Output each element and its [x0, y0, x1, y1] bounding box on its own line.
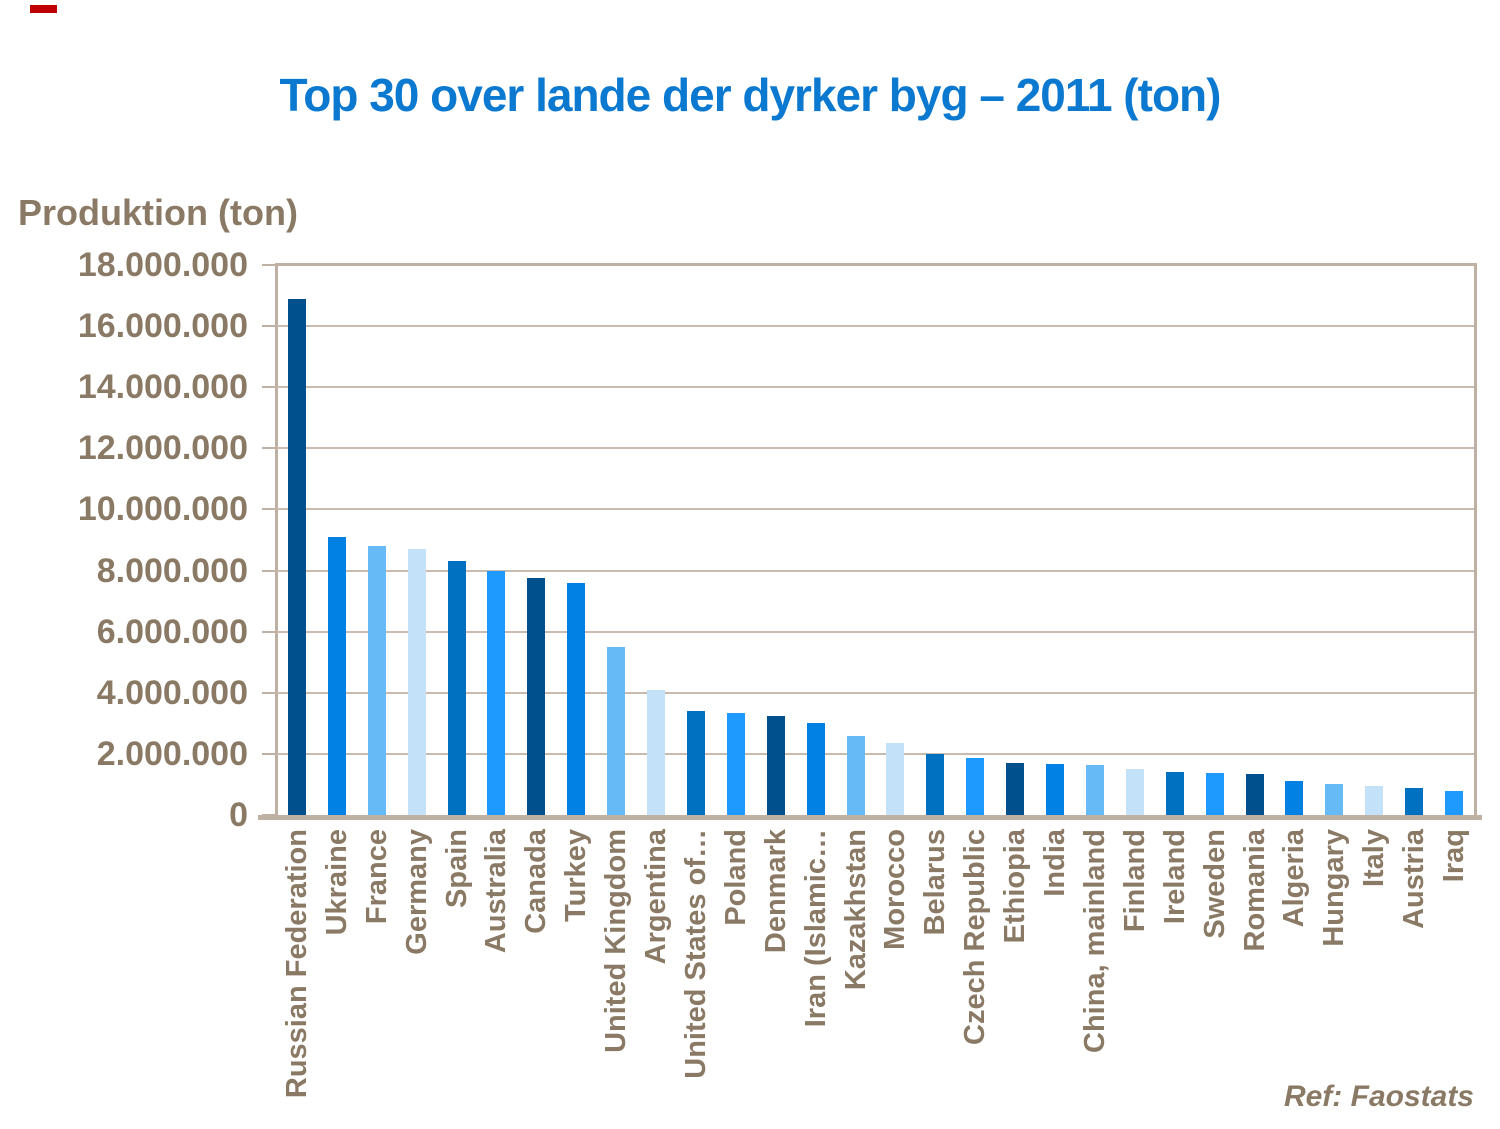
plot-border-right [1474, 263, 1477, 815]
ytick-label: 14.000.000 [77, 368, 248, 407]
bar [1125, 769, 1144, 815]
bar [686, 711, 705, 815]
bar [367, 546, 386, 815]
category-label: Ukraine [320, 829, 353, 936]
category-label: Argentina [640, 829, 673, 965]
category-label: United States of… [679, 829, 712, 1079]
category-label: Kazakhstan [839, 829, 872, 991]
category-label: Denmark [759, 829, 792, 954]
bar [806, 723, 825, 815]
ytick-label: 18.000.000 [77, 246, 248, 284]
plot-border-top [277, 263, 1477, 266]
category-label: Sweden [1198, 829, 1231, 939]
bar [966, 758, 985, 815]
category-label: France [360, 829, 393, 925]
ytick-label: 8.000.000 [96, 551, 248, 590]
x-axis-line [258, 815, 1482, 820]
bar [1285, 781, 1304, 815]
ytick-label: 4.000.000 [96, 673, 248, 712]
bar [726, 713, 745, 815]
y-axis-title: Produktion (ton) [18, 192, 298, 233]
bar [1445, 791, 1464, 815]
chart-title: Top 30 over lande der dyrker byg – 2011 … [279, 69, 1222, 121]
ytick-label: 16.000.000 [77, 307, 248, 346]
gridline [277, 508, 1474, 511]
bar [886, 743, 905, 815]
category-label: Ireland [1158, 829, 1191, 925]
bar [846, 736, 865, 815]
category-label: Poland [719, 829, 752, 926]
bar [287, 299, 306, 815]
bar [567, 583, 586, 815]
bar [1325, 784, 1344, 815]
category-label: Australia [480, 829, 513, 954]
category-label: Turkey [560, 829, 593, 922]
ytick-mark [262, 325, 276, 328]
gridline [277, 752, 1474, 755]
category-label: Morocco [879, 829, 912, 950]
reference-note: Ref: Faostats [1283, 1080, 1474, 1113]
ytick-label: 6.000.000 [96, 612, 248, 651]
ytick-mark [262, 691, 276, 694]
ytick-mark [262, 569, 276, 572]
ytick-mark [262, 386, 276, 389]
bar [1245, 774, 1264, 815]
ytick-mark [262, 447, 276, 450]
bar [926, 754, 945, 815]
gridline [277, 691, 1474, 694]
red-dash-mark [30, 5, 57, 13]
gridline [277, 325, 1474, 328]
ytick-mark [262, 508, 276, 511]
category-label: Canada [520, 829, 553, 934]
bar [487, 571, 506, 815]
category-label: Finland [1118, 829, 1151, 933]
category-label: Spain [440, 829, 473, 908]
bar [1405, 788, 1424, 815]
ytick-mark [262, 264, 276, 266]
category-label: Belarus [919, 829, 952, 936]
ytick-mark [262, 814, 276, 816]
bar [1046, 764, 1065, 815]
bar [327, 537, 346, 815]
bar [1085, 765, 1104, 815]
ytick-label: 12.000.000 [77, 429, 248, 468]
gridline [277, 569, 1474, 572]
category-label: Iran (Islamic… [799, 829, 832, 1028]
category-label: India [1039, 829, 1072, 897]
ytick-label: 0 [229, 796, 248, 834]
category-label: Romania [1238, 829, 1271, 952]
bar [1006, 763, 1025, 815]
ytick-label: 10.000.000 [77, 490, 248, 529]
gridline [277, 386, 1474, 389]
category-label: Russian Federation [280, 829, 313, 1099]
gridline [277, 630, 1474, 633]
ytick-mark [262, 752, 276, 755]
ytick-mark [262, 630, 276, 633]
bar [607, 647, 626, 815]
bar [407, 549, 426, 815]
category-label: China, mainland [1078, 829, 1111, 1053]
category-label: Czech Republic [959, 829, 992, 1045]
plot-border-left [275, 263, 278, 815]
gridline [277, 447, 1474, 450]
bar [447, 561, 466, 815]
bar [1205, 773, 1224, 815]
category-label: United Kingdom [600, 829, 633, 1053]
bar [766, 716, 785, 815]
ytick-label: 2.000.000 [96, 734, 248, 773]
bar [1365, 786, 1384, 815]
category-label: Germany [400, 829, 433, 955]
plot-area [277, 265, 1474, 815]
bar [647, 690, 666, 815]
bar [1165, 772, 1184, 815]
category-label: Ethiopia [999, 829, 1032, 944]
bar [527, 578, 546, 815]
